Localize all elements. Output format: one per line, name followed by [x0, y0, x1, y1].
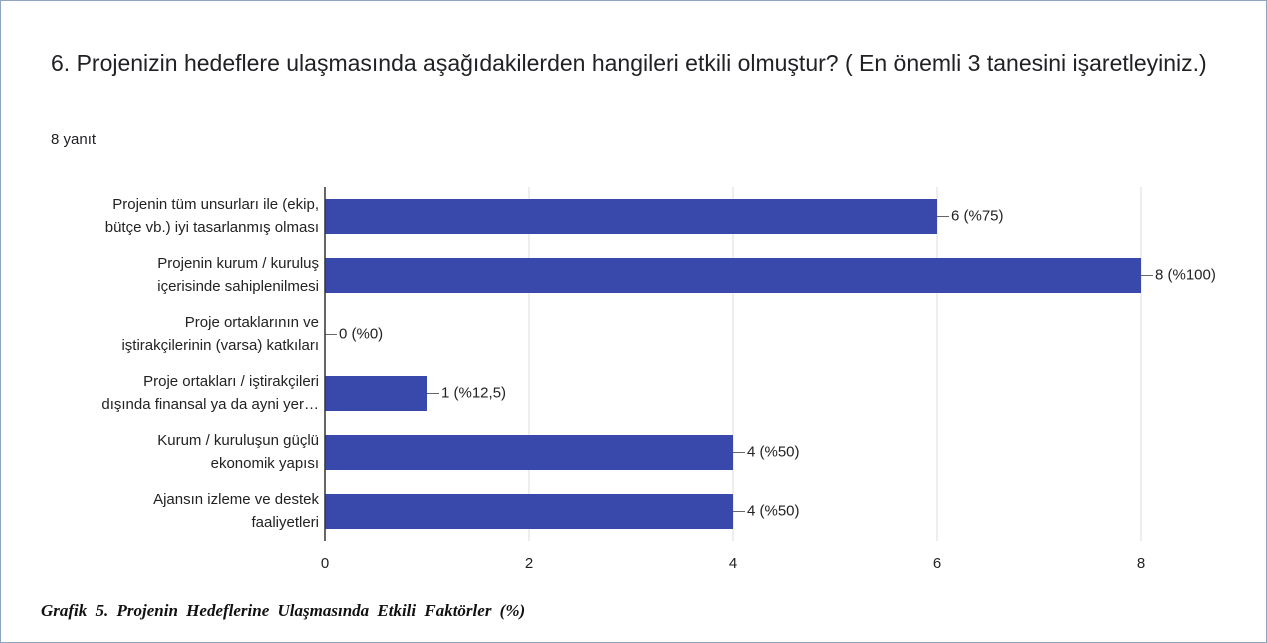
x-tick-label: 6 — [933, 555, 941, 572]
value-label: 8 (%100) — [1155, 266, 1216, 283]
value-label: 1 (%12,5) — [441, 384, 506, 401]
y-tick-label: Proje ortakları / iştirakçileri — [143, 373, 319, 390]
y-tick-label: içerisinde sahiplenilmesi — [157, 278, 319, 295]
y-tick-label: iştirakçilerinin (varsa) katkıları — [121, 337, 319, 354]
y-tick-label: Proje ortaklarının ve — [185, 314, 319, 331]
x-tick-label: 8 — [1137, 555, 1145, 572]
value-label: 4 (%50) — [747, 502, 800, 519]
y-tick-label: Kurum / kuruluşun güçlü — [157, 432, 319, 449]
figure-caption: Grafik 5. Projenin Hedeflerine Ulaşmasın… — [41, 601, 526, 620]
value-label: 0 (%0) — [339, 325, 383, 342]
y-tick-label: dışında finansal ya da ayni yer… — [101, 396, 319, 413]
y-tick-label: bütçe vb.) iyi tasarlanmış olması — [105, 219, 319, 236]
y-tick-label: faaliyetleri — [251, 514, 319, 531]
bar — [325, 199, 937, 234]
bar — [325, 435, 733, 470]
y-tick-label: Ajansın izleme ve destek — [153, 491, 319, 508]
y-tick-label: Projenin tüm unsurları ile (ekip, — [112, 196, 319, 213]
x-tick-label: 4 — [729, 555, 737, 572]
bar — [325, 376, 427, 411]
y-tick-label: ekonomik yapısı — [211, 455, 319, 472]
chart-subtitle: 8 yanıt — [51, 131, 97, 148]
bar — [325, 494, 733, 529]
chart-title: 6. Projenizin hedeflere ulaşmasında aşağ… — [51, 50, 1207, 76]
value-label: 4 (%50) — [747, 443, 800, 460]
y-tick-label: Projenin kurum / kuruluş — [157, 255, 319, 272]
x-tick-label: 2 — [525, 555, 533, 572]
value-label: 6 (%75) — [951, 207, 1004, 224]
bar — [325, 258, 1141, 293]
x-tick-label: 0 — [321, 555, 329, 572]
